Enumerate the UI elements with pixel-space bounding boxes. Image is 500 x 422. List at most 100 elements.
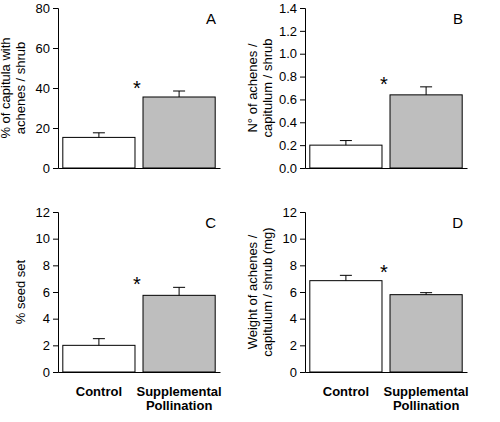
y-tick: 8 [43, 258, 58, 273]
y-tick: 4 [43, 311, 58, 326]
tick-label: SupplementalPollination [383, 384, 468, 414]
axis-line [300, 9, 306, 169]
axis-title: capitulum / shrub (mg) [260, 227, 275, 356]
error-stem [426, 87, 427, 95]
tick-mark [53, 265, 58, 266]
bar [63, 137, 135, 168]
tick-mark [53, 48, 58, 49]
tick-label: 2 [43, 338, 50, 353]
axis-title: % of capitula with [0, 37, 13, 138]
axis-line [59, 168, 221, 169]
panel: 0 2 4 6 8 10 12 Control SupplementalPollination%… [13, 205, 222, 414]
y-tick: 0 [43, 161, 58, 176]
axis-title: capitulum / shrub [260, 39, 275, 138]
error-stem [98, 339, 99, 346]
y-axis: 0 2 4 6 8 10 12 [36, 205, 59, 380]
tick-label: 20 [36, 121, 50, 136]
significance-marker: * [380, 261, 388, 283]
error-stem [98, 133, 99, 138]
y-tick: 2 [43, 338, 58, 353]
x-axis: Control SupplementalPollination [59, 372, 222, 413]
plot-area [310, 87, 462, 168]
y-axis: 020406080 [36, 1, 59, 176]
error-bar [420, 293, 432, 295]
y-tick: 10 [283, 231, 305, 246]
y-tick: 12 [36, 205, 58, 220]
error-stem [345, 141, 346, 146]
y-tick: 1.4 [279, 1, 305, 16]
y-tick: 20 [36, 121, 58, 136]
tick-mark [53, 88, 58, 89]
panel-title: C [205, 214, 216, 231]
tick-label: 0.6 [279, 92, 297, 107]
y-tick: 4 [290, 311, 305, 326]
y-tick: 0.0 [279, 161, 305, 176]
tick-mark [53, 128, 58, 129]
axis-title: Weight of achenes / [245, 234, 260, 349]
tick-label: 10 [283, 231, 297, 246]
error-bar [420, 87, 432, 95]
axis-line [300, 213, 306, 373]
bar [63, 345, 135, 372]
error-cap [173, 287, 185, 288]
panel: 0.00.20.40.60.81.01.21.4N° of achenes /c… [245, 1, 468, 176]
tick-mark [300, 212, 305, 213]
tick-mark [53, 292, 58, 293]
tick-label: 40 [36, 81, 50, 96]
tick-mark [300, 145, 305, 146]
tick-mark [53, 8, 58, 9]
bar [390, 95, 462, 168]
tick-mark [300, 31, 305, 32]
significance-marker: * [380, 73, 388, 95]
tick-label: 6 [290, 285, 297, 300]
tick-label: 10 [36, 231, 50, 246]
tick-mark [300, 77, 305, 78]
y-tick: 0 [290, 365, 305, 380]
tick-label: 6 [43, 285, 50, 300]
y-tick: 80 [36, 1, 58, 16]
error-cap [420, 86, 432, 87]
significance-marker: * [133, 273, 141, 295]
error-stem [345, 275, 346, 280]
error-cap [420, 292, 432, 293]
axis-title: % seed set [13, 259, 28, 324]
error-bar [93, 339, 105, 346]
y-tick: 6 [43, 285, 58, 300]
tick-label: 0.0 [279, 161, 297, 176]
y-tick: 10 [36, 231, 58, 246]
tick-label: 4 [290, 311, 297, 326]
tick-label: 0.4 [279, 115, 297, 130]
tick-mark [53, 345, 58, 346]
error-bar [340, 275, 352, 280]
x-tick: SupplementalPollination [136, 372, 221, 413]
axis-title: N° of achenes / [245, 43, 260, 132]
tick-label: 8 [290, 258, 297, 273]
tick-label: SupplementalPollination [136, 384, 221, 414]
bar [143, 97, 215, 168]
tick-mark [53, 168, 58, 169]
y-tick: 1.0 [279, 46, 305, 61]
tick-mark [53, 319, 58, 320]
error-cap [173, 91, 185, 92]
tick-label: Control [76, 384, 122, 399]
figure: 020406080% of capitula withachenes / shr… [0, 0, 500, 422]
tick-mark [300, 8, 305, 9]
tick-label: 80 [36, 1, 50, 16]
tick-label: Control [323, 384, 369, 399]
tick-mark [300, 239, 305, 240]
tick-mark [300, 292, 305, 293]
tick-mark [300, 372, 305, 373]
x-axis: Control SupplementalPollination [306, 372, 469, 413]
y-tick: 12 [283, 205, 305, 220]
tick-label: 1.2 [279, 24, 297, 39]
panel: 020406080% of capitula withachenes / shr… [0, 1, 221, 176]
y-axis: 024681012 [283, 205, 306, 380]
tick-label: 0 [43, 365, 50, 380]
tick-mark [300, 99, 305, 100]
panel-title: D [452, 214, 463, 231]
tick-mark [53, 212, 58, 213]
error-stem [179, 287, 180, 295]
error-cap [93, 338, 105, 339]
axis-line [59, 372, 221, 373]
tick-label: 0 [290, 365, 297, 380]
